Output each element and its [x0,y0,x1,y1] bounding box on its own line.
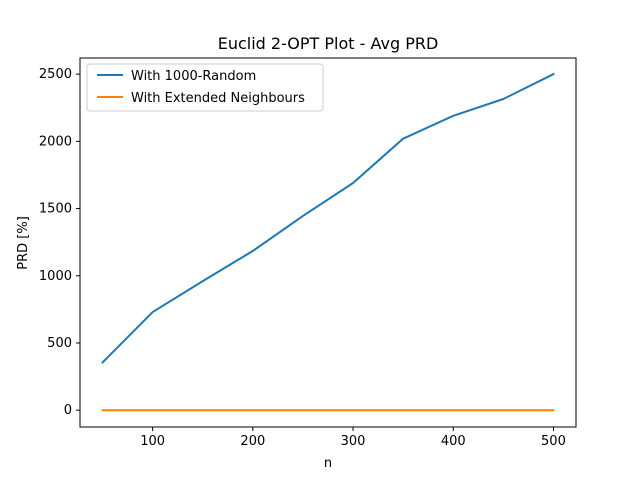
legend: With 1000-Random With Extended Neighbour… [86,63,324,112]
y-tick-label: 1500 [39,202,72,217]
y-tick-label: 500 [47,336,72,351]
x-axis-label: n [324,456,332,471]
y-axis-label: PRD [%] [16,216,31,270]
y-tick-label: 1000 [39,269,72,284]
x-tick-label: 100 [140,434,165,449]
plot-area: 100 200 300 400 500 0 500 1000 1500 2000 2500 [39,57,577,449]
x-tick-label: 200 [240,434,265,449]
chart-title: Euclid 2-OPT Plot - Avg PRD [218,34,439,53]
series-line-1000-random [101,72,555,364]
legend-label-extended-neighbours: With Extended Neighbours [131,91,305,106]
y-tick-label: 0 [64,403,72,418]
x-tick-label: 500 [541,434,566,449]
legend-label-1000-random: With 1000-Random [131,69,256,84]
x-tick-label: 300 [341,434,366,449]
y-tick-label: 2500 [39,67,72,82]
plot-frame [79,57,577,428]
x-tick-label: 400 [441,434,466,449]
legend-box [86,63,324,112]
y-tick-label: 2000 [39,134,72,149]
